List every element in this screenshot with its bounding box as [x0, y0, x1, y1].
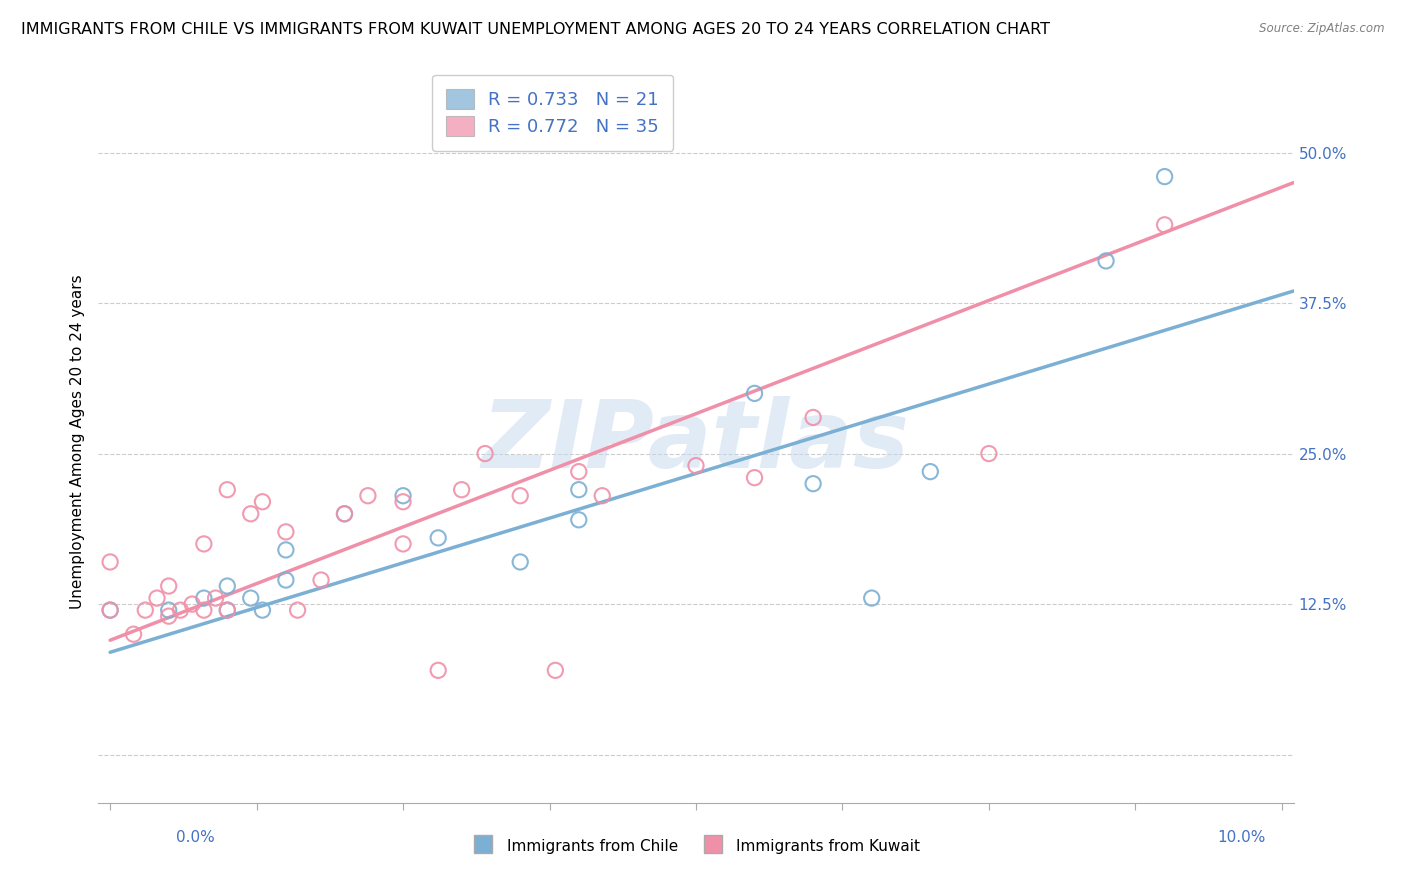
Text: Source: ZipAtlas.com: Source: ZipAtlas.com	[1260, 22, 1385, 36]
Point	[568, 483, 591, 497]
Point	[217, 579, 239, 593]
Point	[274, 542, 297, 557]
Point	[1153, 218, 1175, 232]
Point	[744, 386, 766, 401]
Point	[474, 446, 496, 460]
Point	[193, 603, 215, 617]
Point	[169, 603, 191, 617]
Point	[181, 597, 204, 611]
Text: IMMIGRANTS FROM CHILE VS IMMIGRANTS FROM KUWAIT UNEMPLOYMENT AMONG AGES 20 TO 24: IMMIGRANTS FROM CHILE VS IMMIGRANTS FROM…	[21, 22, 1050, 37]
Point	[392, 489, 415, 503]
Point	[568, 513, 591, 527]
Point	[146, 591, 169, 606]
Point	[544, 664, 567, 678]
Point	[217, 603, 239, 617]
Point	[392, 537, 415, 551]
Point	[1153, 169, 1175, 184]
Text: ZIPatlas: ZIPatlas	[482, 395, 910, 488]
Point	[274, 573, 297, 587]
Point	[157, 603, 180, 617]
Point	[333, 507, 356, 521]
Point	[157, 609, 180, 624]
Point	[134, 603, 156, 617]
Point	[427, 531, 450, 545]
Point	[98, 603, 121, 617]
Point	[239, 507, 262, 521]
Point	[98, 603, 121, 617]
Point	[252, 494, 274, 508]
Legend: Immigrants from Chile, Immigrants from Kuwait: Immigrants from Chile, Immigrants from K…	[465, 831, 927, 860]
Point	[98, 555, 121, 569]
Point	[450, 483, 472, 497]
Point	[204, 591, 226, 606]
Point	[744, 471, 766, 485]
Point	[801, 410, 824, 425]
Point	[801, 476, 824, 491]
Point	[157, 579, 180, 593]
Point	[509, 489, 531, 503]
Point	[274, 524, 297, 539]
Y-axis label: Unemployment Among Ages 20 to 24 years: Unemployment Among Ages 20 to 24 years	[69, 274, 84, 609]
Point	[1095, 254, 1118, 268]
Point	[860, 591, 883, 606]
Point	[392, 494, 415, 508]
Text: 0.0%: 0.0%	[176, 830, 215, 845]
Point	[591, 489, 613, 503]
Point	[920, 465, 942, 479]
Point	[427, 664, 450, 678]
Point	[287, 603, 309, 617]
Point	[239, 591, 262, 606]
Point	[977, 446, 1000, 460]
Point	[217, 483, 239, 497]
Point	[685, 458, 707, 473]
Text: 10.0%: 10.0%	[1218, 830, 1265, 845]
Point	[568, 465, 591, 479]
Point	[217, 603, 239, 617]
Point	[252, 603, 274, 617]
Point	[509, 555, 531, 569]
Point	[193, 591, 215, 606]
Point	[357, 489, 380, 503]
Point	[193, 537, 215, 551]
Point	[333, 507, 356, 521]
Point	[309, 573, 332, 587]
Point	[122, 627, 145, 641]
